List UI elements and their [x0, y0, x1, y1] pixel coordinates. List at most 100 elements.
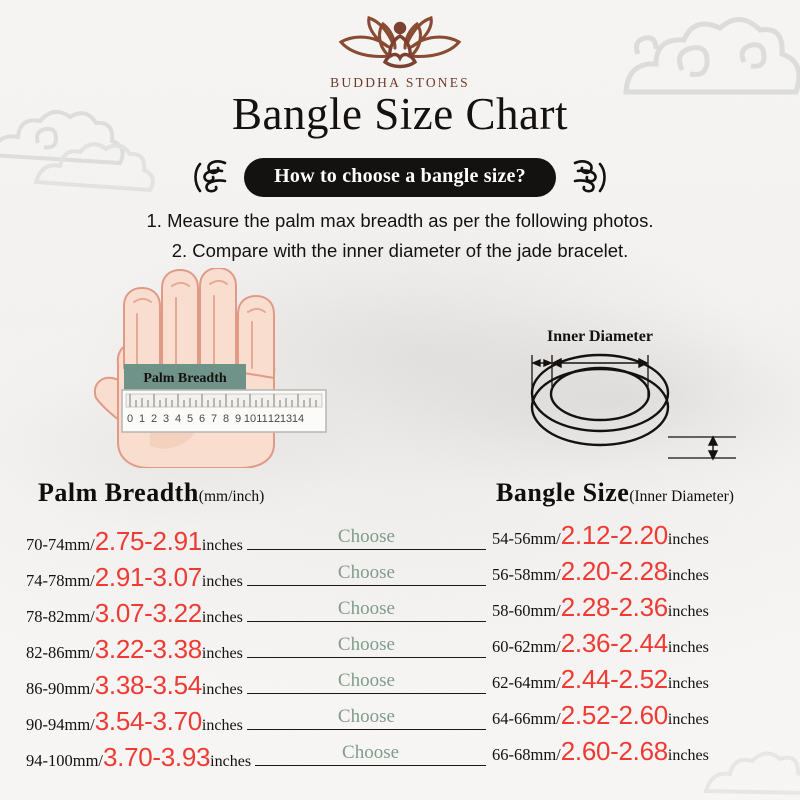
size-row-unit: inches [210, 753, 252, 770]
page-title: Bangle Size Chart [232, 89, 568, 139]
choose-label: Choose [337, 526, 395, 547]
size-row-unit: inches [667, 639, 709, 656]
palm-breadth-badge-label: Palm Breadth [143, 371, 227, 386]
size-row: 60-62mm/2.36-2.44 inches [492, 628, 792, 664]
choose-blank-field[interactable]: Choose [246, 700, 486, 730]
palm-measurement-illustration: Palm Breadth 0 1 2 3 4 5 6 7 8 9 10 11 12 13 14 [94, 268, 327, 468]
size-row-inches-value: 2.44-2.52 [560, 664, 668, 694]
choose-blank-field[interactable]: Choose [246, 628, 486, 658]
choose-blank-field[interactable]: Choose [246, 592, 486, 622]
choose-blank-field[interactable]: Choose [255, 736, 486, 766]
size-row[interactable]: 86-90mm/3.38-3.54 inches Choose [26, 664, 486, 700]
choose-label: Choose [337, 598, 395, 619]
instruction-line-1: 1. Measure the palm max breadth as per t… [146, 210, 654, 231]
size-row-inches-value: 3.38-3.54 [94, 670, 202, 700]
size-row-values: 60-62mm/2.36-2.44 inches [492, 628, 709, 659]
choose-label: Choose [337, 706, 395, 727]
section-heading-bangle-title: Bangle Size [496, 478, 630, 507]
double-arrow-horizontal-icon [531, 358, 553, 368]
size-row: 58-60mm/2.28-2.36 inches [492, 592, 792, 628]
double-arrow-vertical-icon [707, 435, 719, 461]
size-row-mm: 78-82mm/ [26, 607, 95, 626]
ruler-tick-label: 9 [235, 413, 241, 425]
size-row-values: 82-86mm/3.22-3.38 inches [26, 634, 243, 665]
size-row-inches-value: 2.52-2.60 [560, 700, 668, 730]
size-row-unit: inches [201, 537, 243, 554]
size-row-unit: inches [667, 603, 709, 620]
double-arrow-inner-diameter-icon [551, 357, 649, 369]
cloud-flourish-left-icon [194, 160, 227, 193]
ruler-tick-label: 8 [223, 413, 229, 425]
size-row: 56-58mm/2.20-2.28 inches [492, 556, 792, 592]
section-heading-bangle-size: Bangle Size(Inner Diameter) [496, 478, 734, 508]
size-row-mm: 54-56mm/ [492, 529, 561, 548]
choose-label: Choose [337, 634, 395, 655]
size-row-values: 58-60mm/2.28-2.36 inches [492, 592, 709, 623]
size-row-inches-value: 2.60-2.68 [560, 736, 668, 766]
choose-blank-field[interactable]: Choose [246, 520, 486, 550]
size-row[interactable]: 74-78mm/2.91-3.07 inches Choose [26, 556, 486, 592]
palm-breadth-table: 70-74mm/2.75-2.91 inches Choose 74-78mm/2.9… [26, 520, 486, 772]
size-row[interactable]: 70-74mm/2.75-2.91 inches Choose [26, 520, 486, 556]
size-row-mm: 56-58mm/ [492, 565, 561, 584]
ruler-tick-label: 12 [268, 413, 280, 425]
lotus-meditation-icon [338, 15, 462, 69]
choose-blank-field[interactable]: Choose [246, 556, 486, 586]
section-heading-palm-subtitle: (mm/inch) [198, 488, 265, 505]
size-row-inches-value: 2.91-3.07 [94, 562, 202, 592]
size-row: 62-64mm/2.44-2.52 inches [492, 664, 792, 700]
size-row-values: 78-82mm/3.07-3.22 inches [26, 598, 243, 629]
ruler-tick-label: 5 [187, 413, 193, 425]
size-row-values: 64-66mm/2.52-2.60 inches [492, 700, 709, 731]
instruction-line-2: 2. Compare with the inner diameter of th… [171, 240, 629, 261]
size-row-inches-value: 2.28-2.36 [560, 592, 668, 622]
size-row-unit: inches [201, 645, 243, 662]
size-row: 66-68mm/2.60-2.68 inches [492, 736, 792, 772]
cloud-flourish-right-icon [573, 160, 606, 193]
ruler-tick-label: 10 [244, 413, 256, 425]
size-row-unit: inches [667, 747, 709, 764]
size-row-inches-value: 2.20-2.28 [560, 556, 668, 586]
bangle-inner-diameter-illustration: Inner Diameter [530, 328, 736, 461]
size-row-values: 66-68mm/2.60-2.68 inches [492, 736, 709, 767]
size-row-inches-value: 3.22-3.38 [94, 634, 202, 664]
ruler-tick-label: 11 [256, 413, 267, 425]
ruler-tick-label: 6 [199, 413, 205, 425]
size-row-inches-value: 2.75-2.91 [94, 526, 202, 556]
size-row-inches-value: 3.07-3.22 [94, 598, 202, 628]
size-row-values: 56-58mm/2.20-2.28 inches [492, 556, 709, 587]
subtitle-row: How to choose a bangle size? [0, 155, 800, 199]
size-row-unit: inches [201, 717, 243, 734]
size-row-inches-value: 2.36-2.44 [560, 628, 668, 658]
size-row-unit: inches [201, 681, 243, 698]
size-row-values: 94-100mm/3.70-3.93 inches [26, 742, 251, 773]
size-row: 54-56mm/2.12-2.20 inches [492, 520, 792, 556]
brand-logo-block: BUDDHA STONES [0, 12, 800, 91]
size-row-mm: 94-100mm/ [26, 751, 103, 770]
size-row-unit: inches [667, 531, 709, 548]
size-row-unit: inches [667, 675, 709, 692]
size-row[interactable]: 90-94mm/3.54-3.70 inches Choose [26, 700, 486, 736]
size-row-inches-value: 2.12-2.20 [560, 520, 668, 550]
section-heading-palm-breadth: Palm Breadth(mm/inch) [38, 478, 264, 508]
size-row-mm: 64-66mm/ [492, 709, 561, 728]
palm-breadth-badge-bg [124, 364, 246, 390]
size-row[interactable]: 94-100mm/3.70-3.93 inches Choose [26, 736, 486, 772]
size-row-mm: 70-74mm/ [26, 535, 95, 554]
size-row-unit: inches [201, 609, 243, 626]
ruler-tick-label: 2 [151, 413, 157, 425]
size-row-mm: 86-90mm/ [26, 679, 95, 698]
inner-diameter-caption: Inner Diameter [547, 328, 653, 345]
section-heading-palm-title: Palm Breadth [38, 478, 199, 507]
subtitle-pill: How to choose a bangle size? [244, 157, 556, 197]
size-row-values: 62-64mm/2.44-2.52 inches [492, 664, 709, 695]
choose-blank-field[interactable]: Choose [246, 664, 486, 694]
size-row-values: 90-94mm/3.54-3.70 inches [26, 706, 243, 737]
size-row[interactable]: 78-82mm/3.07-3.22 inches Choose [26, 592, 486, 628]
ruler-tick-label: 0 [127, 413, 133, 425]
ruler-tick-label: 4 [175, 413, 181, 425]
ruler-tick-label: 1 [139, 413, 145, 425]
size-row[interactable]: 82-86mm/3.22-3.38 inches Choose [26, 628, 486, 664]
choose-label: Choose [337, 670, 395, 691]
